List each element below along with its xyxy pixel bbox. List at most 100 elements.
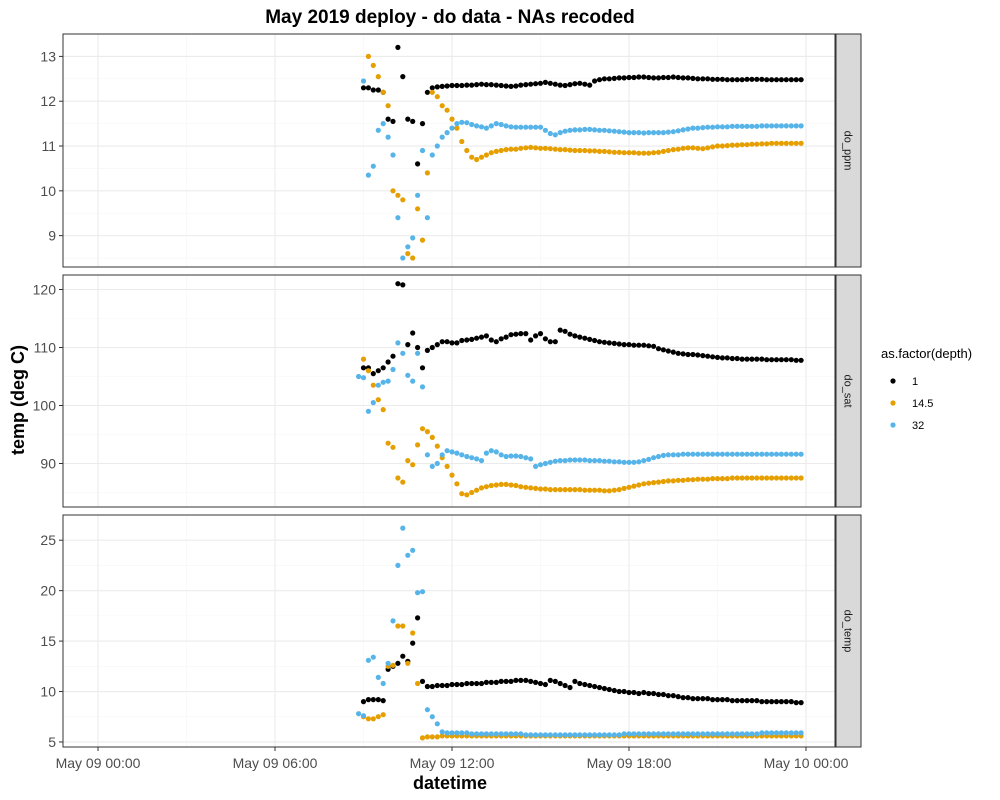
data-point: [675, 350, 681, 356]
data-point: [749, 451, 755, 457]
data-point: [572, 457, 578, 463]
data-point: [651, 343, 657, 349]
data-point: [734, 698, 740, 704]
data-point: [572, 678, 578, 685]
data-point: [464, 453, 470, 460]
data-point: [655, 731, 662, 737]
data-point: [385, 116, 391, 122]
data-point: [646, 731, 652, 737]
data-point: [459, 82, 465, 89]
data-point: [503, 334, 509, 340]
data-point: [754, 141, 760, 147]
data-point: [400, 479, 406, 485]
data-point: [778, 730, 785, 736]
data-point: [670, 731, 676, 737]
data-point: [439, 339, 445, 345]
data-point: [744, 76, 750, 82]
data-point: [429, 85, 435, 91]
data-point: [400, 282, 406, 288]
data-point: [380, 712, 386, 718]
data-point: [744, 698, 750, 704]
data-point: [469, 154, 475, 160]
data-point: [714, 476, 721, 482]
data-point: [493, 339, 499, 345]
data-point: [577, 334, 583, 340]
data-point: [577, 732, 583, 738]
data-point: [764, 77, 770, 83]
data-point: [439, 83, 445, 89]
data-point: [788, 140, 794, 146]
data-point: [592, 458, 598, 464]
data-point: [773, 357, 780, 363]
data-point: [370, 87, 376, 93]
data-point: [488, 150, 494, 156]
data-point: [385, 134, 391, 140]
data-point: [710, 354, 716, 360]
data-point: [488, 448, 494, 454]
data-point: [419, 678, 426, 685]
data-point: [415, 192, 421, 198]
data-point: [518, 677, 524, 684]
legend-key: [890, 400, 896, 406]
data-point: [690, 145, 696, 151]
data-point: [488, 82, 494, 88]
data-point: [419, 384, 426, 390]
data-point: [410, 118, 416, 124]
data-point: [582, 335, 588, 341]
data-point: [405, 458, 411, 464]
data-point: [483, 333, 489, 339]
data-point: [493, 679, 499, 686]
data-point: [793, 451, 799, 457]
data-point: [685, 126, 691, 132]
data-point: [464, 120, 470, 126]
data-point: [385, 660, 391, 666]
data-point: [523, 145, 529, 151]
data-point: [734, 731, 740, 737]
data-point: [665, 693, 671, 699]
data-point: [400, 255, 406, 261]
data-point: [700, 731, 706, 737]
data-point: [400, 623, 406, 629]
data-point: [395, 44, 401, 51]
data-point: [714, 143, 721, 149]
data-point: [739, 451, 745, 457]
data-point: [636, 130, 642, 136]
data-point: [655, 130, 662, 136]
data-point: [695, 125, 701, 131]
data-point: [788, 730, 794, 736]
panel-border: [62, 274, 836, 508]
data-point: [724, 124, 730, 130]
data-point: [577, 80, 583, 86]
data-point: [410, 378, 416, 384]
data-point: [655, 346, 662, 352]
data-point: [513, 482, 519, 489]
data-point: [537, 462, 544, 468]
data-point: [592, 127, 598, 133]
data-point: [660, 347, 667, 353]
data-point: [577, 147, 583, 154]
x-axis: May 09 00:00 May 09 06:00 May 09 12:00 May …: [56, 747, 849, 771]
y-tick-label: 10: [40, 684, 56, 700]
data-point: [424, 170, 430, 176]
data-point: [729, 142, 735, 148]
data-point: [773, 730, 780, 736]
data-point: [601, 458, 608, 464]
data-point: [429, 683, 435, 690]
data-point: [562, 487, 568, 493]
data-point: [636, 459, 642, 465]
data-point: [528, 81, 534, 87]
data-point: [419, 735, 426, 741]
data-point: [474, 156, 480, 163]
data-point: [729, 123, 735, 129]
data-point: [739, 698, 745, 704]
data-point: [537, 124, 544, 130]
data-point: [719, 355, 726, 361]
data-point: [675, 694, 681, 700]
data-point: [788, 699, 794, 705]
data-point: [360, 78, 367, 84]
data-point: [454, 82, 460, 89]
data-point: [606, 340, 612, 346]
data-point: [621, 485, 627, 491]
y-tick-label: 100: [33, 398, 57, 414]
